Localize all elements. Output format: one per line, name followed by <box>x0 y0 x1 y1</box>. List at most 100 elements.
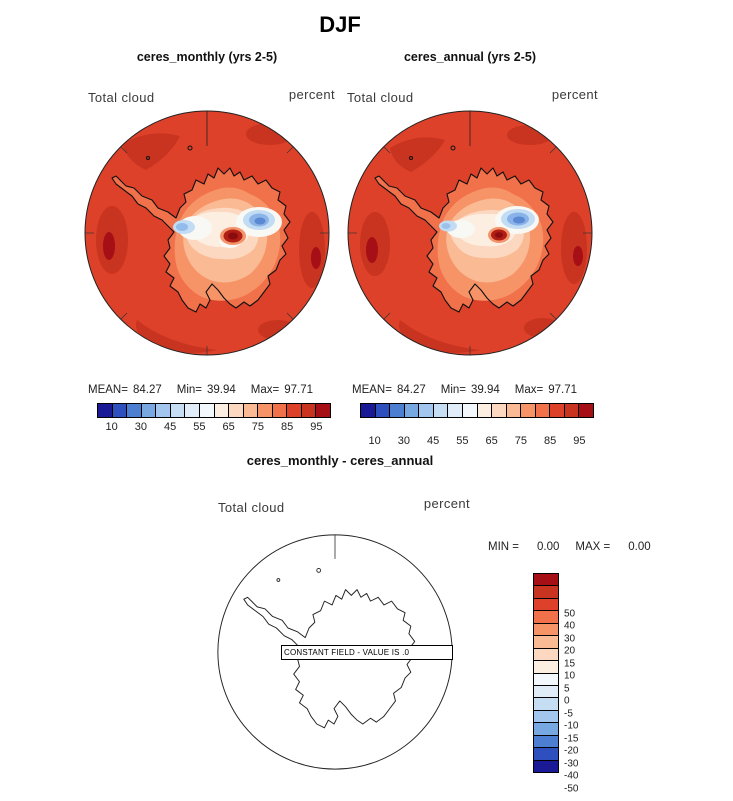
colorbar-segment <box>534 709 558 723</box>
colorbar-segment <box>228 404 243 417</box>
right-panel-title: ceres_annual (yrs 2-5) <box>403 50 536 64</box>
min-label: Min= <box>176 384 202 396</box>
colorbar-segment <box>461 404 477 417</box>
mean-value: 84.27 <box>396 384 426 396</box>
colorbar-tick-label: -5 <box>564 708 573 719</box>
colorbar-segment <box>491 404 506 417</box>
colorbar-segment <box>534 734 558 748</box>
map-panel-diff: CONSTANT FIELD - VALUE IS .0 <box>215 532 455 772</box>
ocean-dark-patch <box>258 320 298 340</box>
colorbar-segment <box>534 597 558 611</box>
colorbar-segment <box>534 660 558 673</box>
colorbar-tick-label: 75 <box>251 421 264 433</box>
grid-tick <box>286 312 294 320</box>
ocean-dark-patch <box>299 212 325 288</box>
grid-tick <box>383 312 391 320</box>
colorbar-tick-label: 45 <box>427 435 440 447</box>
right-field-label: Total cloud <box>347 90 414 105</box>
max-label: Max= <box>514 384 544 396</box>
ocean-darkest-patch <box>311 247 321 269</box>
diff-max-label: MAX = <box>575 541 611 553</box>
antarctica-coastline <box>111 167 291 313</box>
colorbar-segment <box>534 585 558 598</box>
colorbar-tick-label: 15 <box>564 658 576 669</box>
left-units-label: percent <box>288 87 335 102</box>
max-value: 97.71 <box>548 384 577 396</box>
colorbar-segment <box>534 722 558 735</box>
colorbar-tick-label: 50 <box>564 608 576 619</box>
ocean-darkest-patch <box>366 237 378 263</box>
colorbar-tick-label: -15 <box>564 733 579 744</box>
ocean-dark-patch <box>246 123 294 145</box>
colorbar-segment <box>213 404 229 417</box>
colorbar-segment <box>184 404 199 417</box>
colorbar-segment <box>563 404 579 417</box>
colorbar-right-ticks: 10 30 45 55 65 75 85 95 <box>360 435 594 449</box>
ocean-darkest-patch <box>573 246 583 266</box>
colorbar-segment <box>534 635 558 648</box>
colorbar-tick-label: 85 <box>544 435 557 447</box>
polar-map-ceres-annual <box>347 110 593 356</box>
colorbar-tick-label: 30 <box>397 435 410 447</box>
island-outline <box>316 568 322 573</box>
constant-field-note: CONSTANT FIELD - VALUE IS .0 <box>281 645 453 660</box>
colorbar-segment <box>520 404 535 417</box>
colorbar-segment <box>432 404 448 417</box>
colorbar-segment <box>111 404 127 417</box>
max-label: Max= <box>250 384 280 396</box>
ocean-dark-patch <box>390 137 445 172</box>
diff-colorbar <box>533 573 559 773</box>
colorbar-segment <box>534 574 558 586</box>
dark-red-core <box>495 232 503 238</box>
colorbar-segment <box>198 404 214 417</box>
colorbar-segment <box>534 684 558 698</box>
colorbar-segment <box>155 404 170 417</box>
min-value: 39.94 <box>206 384 236 396</box>
colorbar-tick-label: -40 <box>564 770 579 782</box>
colorbar-tick-label: 85 <box>281 421 294 433</box>
colorbar-tick-label: 10 <box>564 670 576 682</box>
dark-red-core <box>228 232 238 240</box>
colorbar-segment <box>169 404 185 417</box>
ocean-dark-patch <box>561 212 587 284</box>
blue-patch-core <box>441 223 451 229</box>
island-outline <box>276 578 281 582</box>
colorbar-segment <box>271 404 287 417</box>
colorbar-tick-label: 95 <box>310 421 323 433</box>
polar-map-ceres-monthly <box>84 110 330 356</box>
antarctica-coastline <box>374 167 554 313</box>
colorbar-tick-label: 10 <box>105 421 118 433</box>
colorbar-segment <box>534 610 558 623</box>
island-outline <box>146 156 150 160</box>
colorbar-segment <box>403 404 419 417</box>
page-title: DJF <box>319 12 361 37</box>
colorbar-segment <box>534 647 558 661</box>
colorbar-segment <box>578 404 593 417</box>
diff-colorbar-ticks: 50 40 30 20 15 10 5 0 -5 -10 -15 -20 -30 -40 -50 <box>564 601 596 801</box>
left-panel-title: ceres_monthly (yrs 2-5) <box>136 50 278 64</box>
mean-value: 84.27 <box>132 384 162 396</box>
diff-max-value: 0.00 <box>628 541 651 553</box>
ocean-dark-patch <box>122 133 180 170</box>
colorbar-segment <box>534 672 558 685</box>
colorbar-segment <box>257 404 272 417</box>
colorbar-tick-label: 45 <box>164 421 177 433</box>
diff-units-label: percent <box>423 496 470 511</box>
blue-patch-core <box>176 223 188 231</box>
colorbar-segment <box>549 404 564 417</box>
colorbar-tick-label: 40 <box>564 620 576 632</box>
diff-field-label: Total cloud <box>218 500 285 515</box>
colorbar-segment <box>534 759 558 772</box>
grid-tick <box>383 146 391 154</box>
colorbar-segment <box>389 404 404 417</box>
colorbar-right <box>360 403 594 418</box>
colorbar-segment <box>534 622 558 636</box>
blue-patch-center <box>513 216 525 224</box>
min-value: 39.94 <box>470 384 500 396</box>
colorbar-tick-label: 0 <box>564 695 570 707</box>
colorbar-tick-label: -10 <box>564 720 579 732</box>
colorbar-left <box>97 403 331 418</box>
colorbar-tick-label: 30 <box>564 633 576 644</box>
colorbar-segment <box>505 404 521 417</box>
colorbar-segment <box>242 404 258 417</box>
